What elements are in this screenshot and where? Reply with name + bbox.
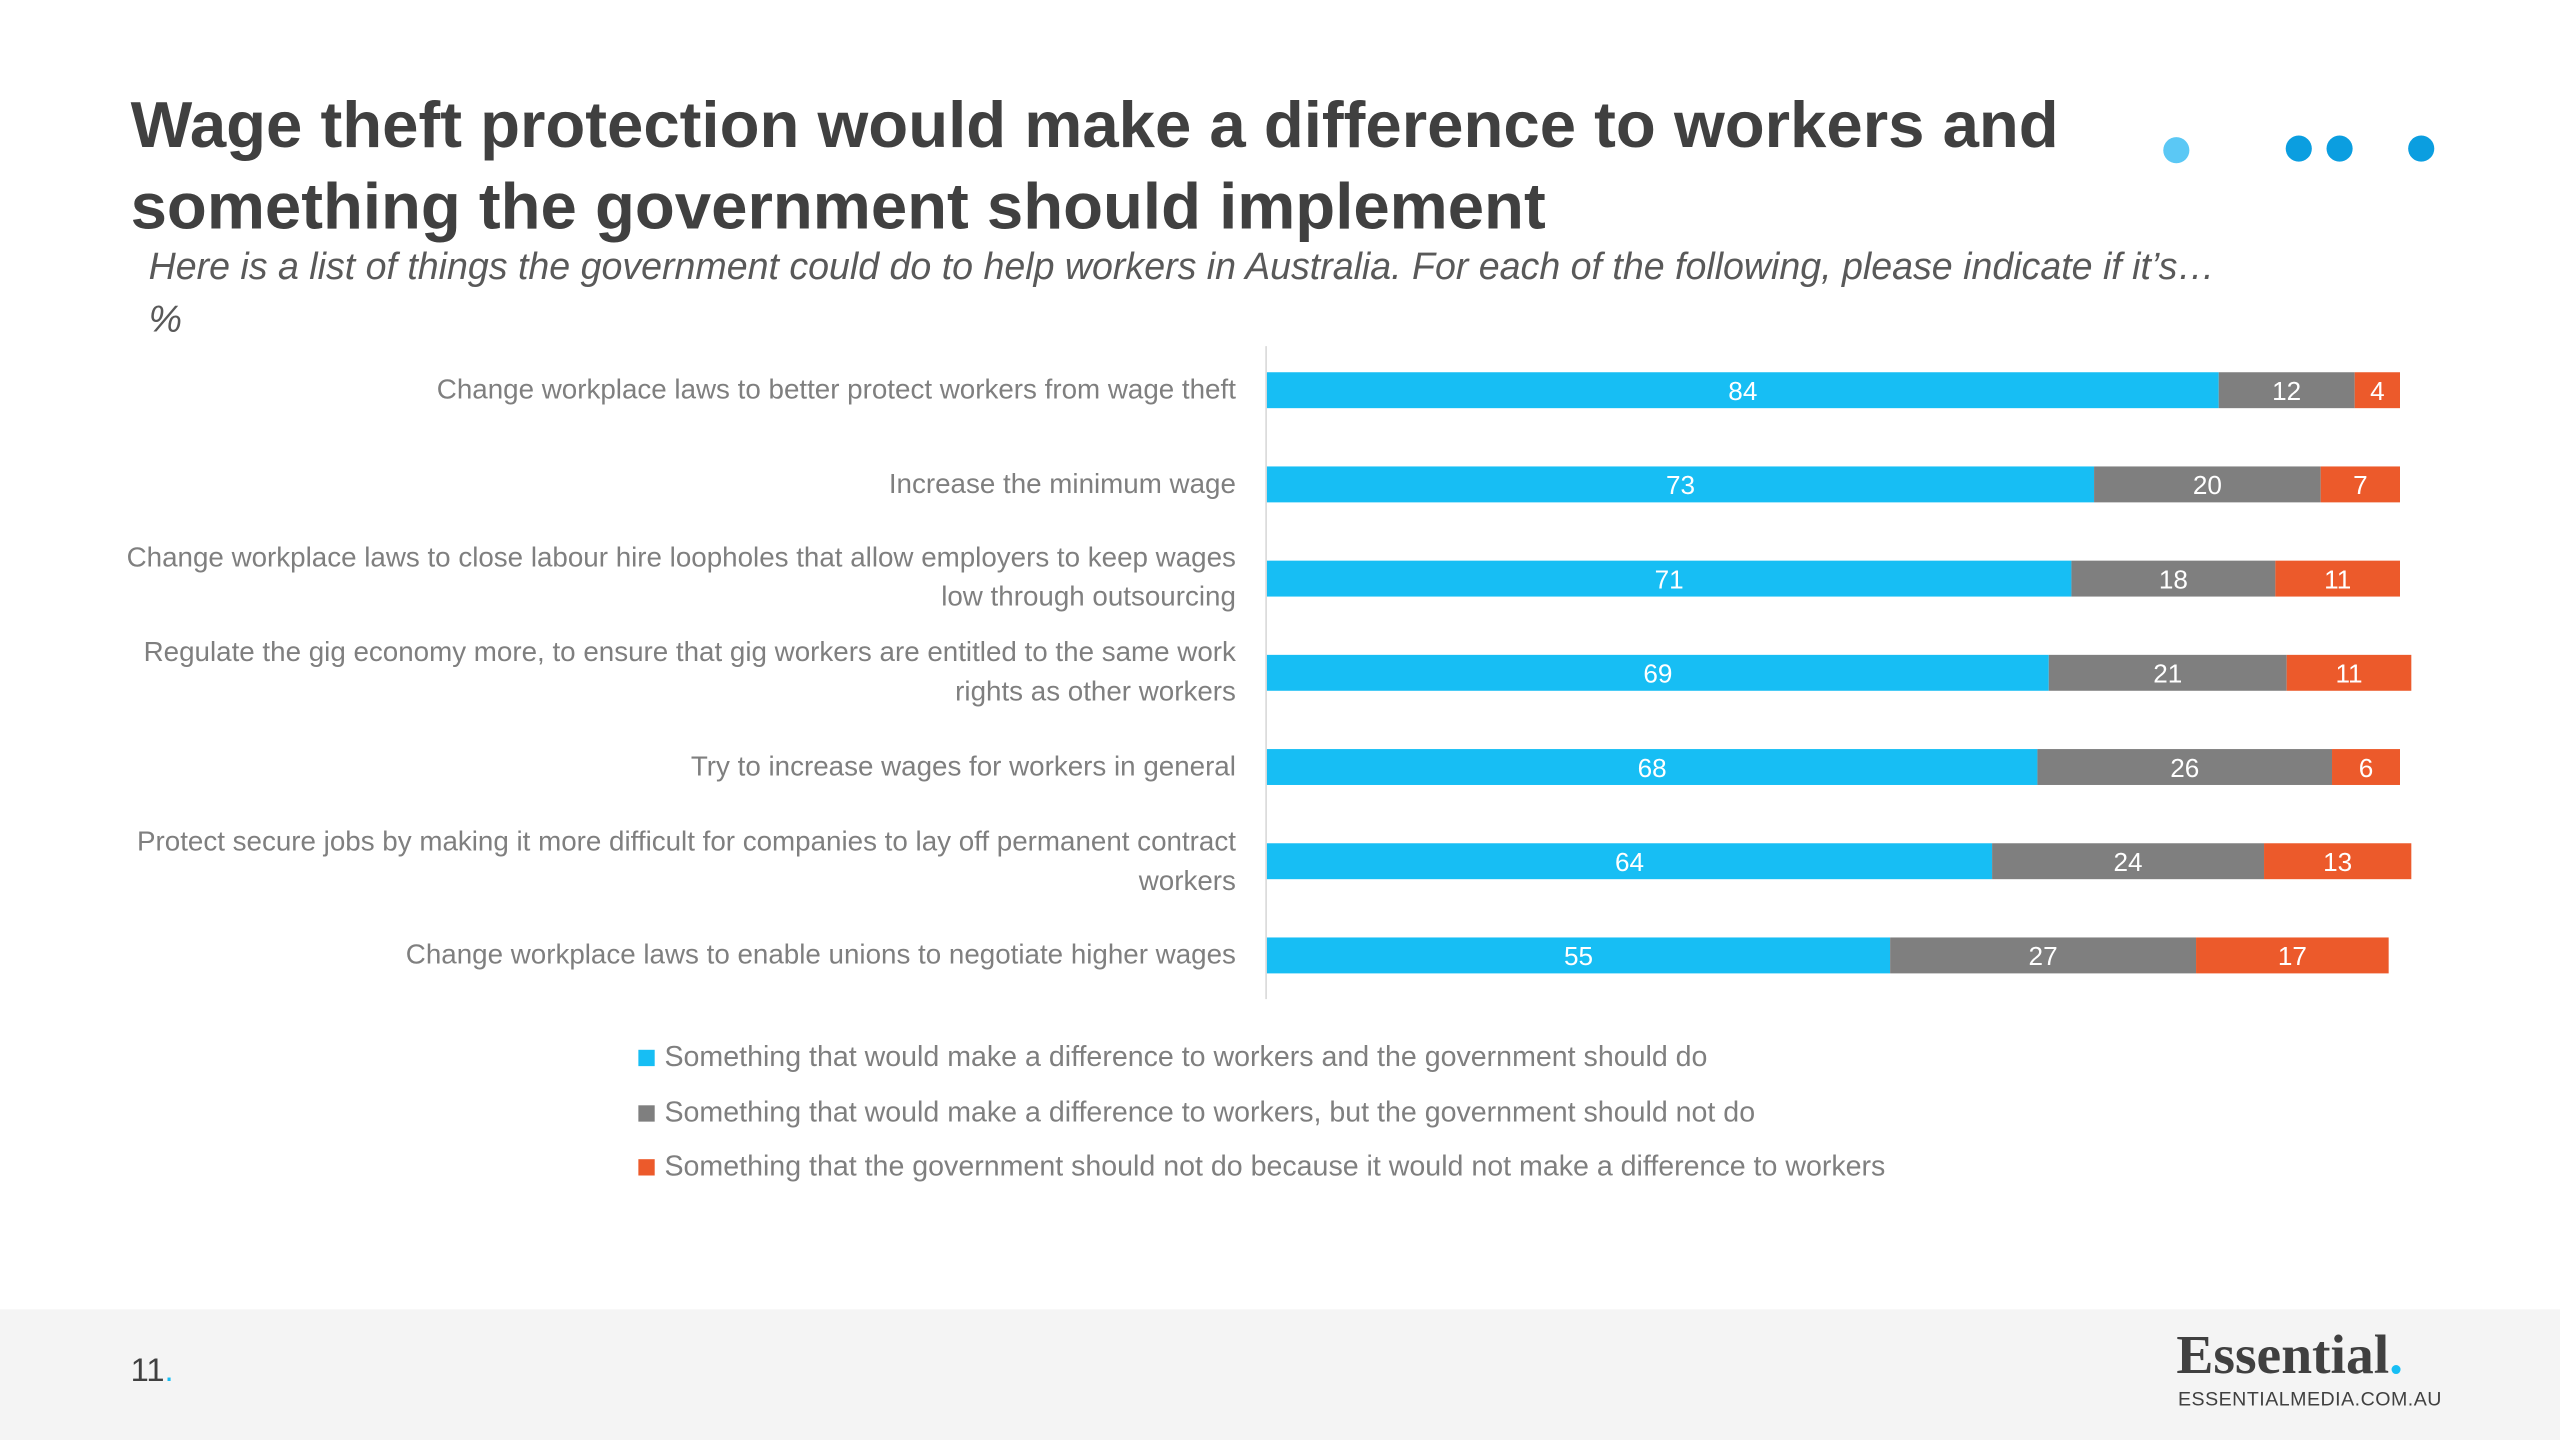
category-label: Change workplace laws to better protect … xyxy=(436,373,1236,405)
unit: % xyxy=(148,297,182,340)
value-label: 69 xyxy=(1643,659,1672,689)
legend-swatch xyxy=(638,1104,655,1121)
value-label: 13 xyxy=(2323,847,2352,877)
decor-dot xyxy=(2285,135,2312,162)
legend-label: Something that would make a difference t… xyxy=(664,1094,1756,1128)
category-label: Change workplace laws to close labour hi… xyxy=(126,542,1236,613)
decor-dot xyxy=(2163,137,2190,164)
value-label: 73 xyxy=(1666,470,1695,500)
bar-segment xyxy=(2048,654,2287,691)
value-label: 7 xyxy=(2353,470,2368,500)
bar-segment xyxy=(2286,654,2412,691)
category-label: Try to increase wages for workers in gen… xyxy=(690,750,1236,782)
value-label: 12 xyxy=(2272,376,2301,406)
value-label: 84 xyxy=(1728,376,1757,406)
bar-segment xyxy=(2354,372,2400,409)
value-label: 21 xyxy=(2153,659,2182,689)
subtitle: Here is a list of things the government … xyxy=(148,244,2215,288)
category-label: Protect secure jobs by making it more di… xyxy=(137,825,1236,896)
value-label: 11 xyxy=(2335,659,2362,689)
bar-segment xyxy=(2094,466,2321,503)
bar-segment xyxy=(2196,937,2389,974)
decor-dot xyxy=(2326,135,2353,162)
logo: Essential. xyxy=(2176,1325,2404,1387)
bar-segment xyxy=(1266,654,2049,691)
bar-segment xyxy=(2320,466,2400,503)
category-label: Change workplace laws to enable unions t… xyxy=(405,939,1236,971)
bar-segment xyxy=(2264,843,2412,880)
value-label: 20 xyxy=(2193,470,2222,500)
value-label: 55 xyxy=(1564,941,1593,971)
value-label: 4 xyxy=(2370,376,2385,406)
legend-label: Something that would make a difference t… xyxy=(664,1039,1708,1073)
page-number: 11. xyxy=(130,1353,174,1390)
value-label: 18 xyxy=(2159,564,2188,594)
category-label: Increase the minimum wage xyxy=(888,468,1236,500)
bar-segment xyxy=(2037,749,2333,785)
page-number-text: 11 xyxy=(130,1353,165,1390)
value-label: 64 xyxy=(1615,847,1644,877)
bar-segment xyxy=(1266,466,2095,503)
value-label: 68 xyxy=(1638,753,1667,783)
legend-swatch xyxy=(638,1049,655,1067)
bar-segment xyxy=(1992,843,2265,880)
bar-segment xyxy=(2275,560,2400,597)
bar-segment xyxy=(2218,372,2355,409)
value-label: 17 xyxy=(2278,941,2307,971)
bar-segment xyxy=(1266,937,1891,974)
legend-label: Something that the government should not… xyxy=(664,1149,1886,1183)
value-label: 24 xyxy=(2114,847,2143,877)
decor-dot xyxy=(2408,135,2435,162)
value-label: 6 xyxy=(2359,753,2374,783)
value-label: 27 xyxy=(2029,941,2058,971)
bar-segment xyxy=(1266,843,1993,880)
bar-segment xyxy=(1266,560,2072,597)
value-label: 11 xyxy=(2324,564,2351,594)
category-label: Regulate the gig economy more, to ensure… xyxy=(143,636,1236,708)
legend-swatch xyxy=(638,1159,655,1176)
bar-segment xyxy=(1890,937,2197,974)
value-label: 26 xyxy=(2170,753,2199,783)
value-label: 71 xyxy=(1655,564,1684,594)
bar-segment xyxy=(2332,749,2400,785)
footer-band xyxy=(0,1309,2560,1440)
bar-segment xyxy=(1266,372,2219,409)
logo-text: Essential xyxy=(2176,1325,2390,1387)
bar-segment xyxy=(2071,560,2276,597)
bar-segment xyxy=(1266,749,2038,785)
logo-url: ESSENTIALMEDIA.COM.AU xyxy=(2177,1387,2442,1411)
title: Wage theft protection would make a diffe… xyxy=(130,89,2059,244)
